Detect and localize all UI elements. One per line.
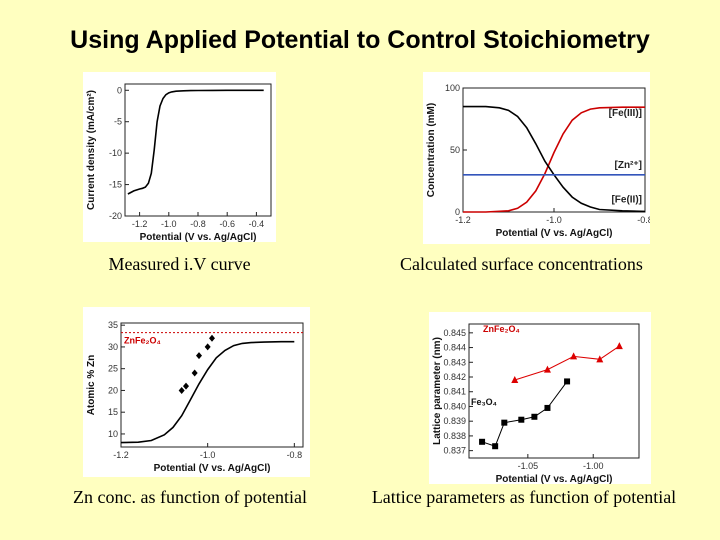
lattice-y-tick-label: 0.837 [443, 446, 466, 456]
iv-x-tick-label: -0.8 [190, 219, 206, 229]
surface-concentration-panel: -1.2 -1.0 -0.8 0 50 100 Potential (V vs. Ag/Ag… [423, 72, 653, 244]
lattice-point-znfe2o4 [511, 375, 519, 383]
lattice-annotation: Fe₃O₄ [471, 397, 497, 407]
lattice-point-fe3o4 [564, 378, 571, 385]
lattice-annotation: ZnFe₂O₄ [483, 324, 520, 334]
surface-series-fe-iii [463, 106, 645, 213]
iv-y-axis-label: Current density (mA/cm²) [86, 90, 97, 210]
zn-y-axis-label: Atomic % Zn [86, 355, 97, 416]
lattice-y-tick-label: 0.838 [443, 431, 466, 441]
surface-concentration-chart: -1.2 -1.0 -0.8 0 50 100 Potential (V vs. Ag/Ag… [426, 83, 653, 239]
zn-data-point [191, 369, 198, 377]
iv-plot-frame [124, 83, 272, 217]
lattice-point-znfe2o4 [596, 355, 604, 363]
surface-legend-zn: [Zn²⁺] [615, 160, 643, 171]
zn-concentration-chart: -1.2 -1.0 -0.8 10 15 20 25 30 35 Potential (V vs.… [86, 320, 304, 474]
lattice-y-tick-label: 0.842 [443, 372, 466, 382]
zn-x-axis-label: Potential (V vs. Ag/AgCl) [154, 463, 271, 474]
iv-x-axis-label: Potential (V vs. Ag/AgCl) [140, 232, 257, 242]
iv-curve-chart: -1.2 -1.0 -0.8 -0.6 -0.4 0 -5 -10 -15 -20 Potentia… [86, 83, 272, 243]
zn-concentration-caption: Zn conc. as function of potential [73, 487, 307, 507]
iv-y-tick-label: -5 [114, 117, 122, 127]
lattice-point-fe3o4 [531, 413, 538, 420]
lattice-point-fe3o4 [492, 443, 499, 450]
lattice-x-tick-label: -1.00 [583, 461, 604, 471]
zn-x-tick-label: -1.2 [113, 450, 129, 460]
surface-x-tick-label: -1.2 [455, 215, 471, 225]
zn-y-tick-label: 20 [108, 385, 118, 395]
iv-x-tick-label: -1.2 [132, 219, 148, 229]
iv-curve-caption: Measured i.V curve [108, 254, 251, 274]
surface-legend-fe-ii: [Fe(II)] [611, 194, 642, 205]
lattice-y-axis-label: Lattice parameter (nm) [432, 337, 443, 445]
zn-y-tick-label: 15 [108, 407, 118, 417]
lattice-point-znfe2o4 [543, 365, 551, 373]
surface-x-axis-label: Potential (V vs. Ag/AgCl) [496, 228, 613, 239]
surface-y-tick-label: 0 [455, 207, 460, 217]
zn-plot-frame [120, 322, 304, 448]
zn-y-tick-label: 25 [108, 364, 118, 374]
lattice-point-znfe2o4 [615, 342, 623, 350]
iv-x-tick-label: -1.0 [161, 219, 177, 229]
lattice-x-tick-label: -1.05 [518, 461, 539, 471]
lattice-y-tick-label: 0.840 [443, 401, 466, 411]
zn-y-tick-label: 10 [108, 429, 118, 439]
zn-data-point [196, 352, 202, 360]
lattice-point-fe3o4 [479, 438, 486, 445]
zn-data-point [204, 343, 211, 351]
lattice-point-znfe2o4 [570, 352, 578, 360]
lattice-point-fe3o4 [501, 419, 508, 426]
zn-concentration-panel: -1.2 -1.0 -0.8 10 15 20 25 30 35 Potential (V vs.… [83, 307, 310, 477]
lattice-series-fe3o4 [481, 381, 568, 447]
iv-y-tick-label: -20 [109, 211, 122, 221]
surface-legend-fe-iii: [Fe(III)] [609, 108, 642, 119]
iv-y-tick-label: 0 [117, 85, 122, 95]
lattice-plot-frame [468, 323, 640, 459]
lattice-y-tick-label: 0.841 [443, 387, 466, 397]
iv-y-tick-label: -10 [109, 148, 122, 158]
slide-title: Using Applied Potential to Control Stoic… [70, 26, 650, 54]
lattice-y-tick-label: 0.839 [443, 416, 466, 426]
lattice-parameter-caption: Lattice parameters as function of potent… [371, 487, 677, 507]
lattice-y-tick-label: 0.843 [443, 357, 466, 367]
zn-x-tick-label: -0.8 [287, 450, 303, 460]
iv-y-tick-label: -15 [109, 180, 122, 190]
zn-series-fit [120, 340, 295, 444]
iv-x-tick-label: -0.6 [219, 219, 235, 229]
iv-series-i-v [127, 89, 264, 195]
iv-curve-panel: -1.2 -1.0 -0.8 -0.6 -0.4 0 -5 -10 -15 -20 Potentia… [83, 72, 276, 243]
zn-data-point [178, 386, 185, 394]
surface-concentration-caption: Calculated surface concentrations [400, 254, 643, 274]
zn-y-tick-label: 30 [108, 342, 118, 352]
surface-series-fe-ii [463, 105, 646, 213]
lattice-y-tick-label: 0.844 [443, 343, 466, 353]
surface-y-axis-label: Concentration (mM) [426, 103, 437, 197]
zn-reference-label: ZnFe₂O₄ [124, 336, 161, 346]
lattice-series-znfe2o4 [514, 345, 620, 381]
surface-x-tick-label: -1.0 [546, 215, 562, 225]
surface-x-tick-label: -0.8 [637, 215, 650, 225]
surface-y-tick-label: 50 [450, 145, 460, 155]
lattice-parameter-panel: -1.05 -1.00 0.837 0.838 0.839 0.840 0.841 0.842… [429, 312, 651, 485]
lattice-point-fe3o4 [518, 416, 525, 423]
surface-y-tick-label: 100 [445, 83, 460, 93]
lattice-parameter-chart: -1.05 -1.00 0.837 0.838 0.839 0.840 0.841 0.842… [432, 323, 640, 485]
lattice-point-fe3o4 [544, 404, 551, 411]
zn-data-point [183, 382, 189, 390]
lattice-y-tick-label: 0.845 [443, 328, 466, 338]
lattice-x-axis-label: Potential (V vs. Ag/AgCl) [496, 474, 613, 484]
zn-data-point [209, 334, 215, 342]
zn-y-tick-label: 35 [108, 320, 118, 330]
zn-x-tick-label: -1.0 [200, 450, 216, 460]
iv-x-tick-label: -0.4 [249, 219, 265, 229]
